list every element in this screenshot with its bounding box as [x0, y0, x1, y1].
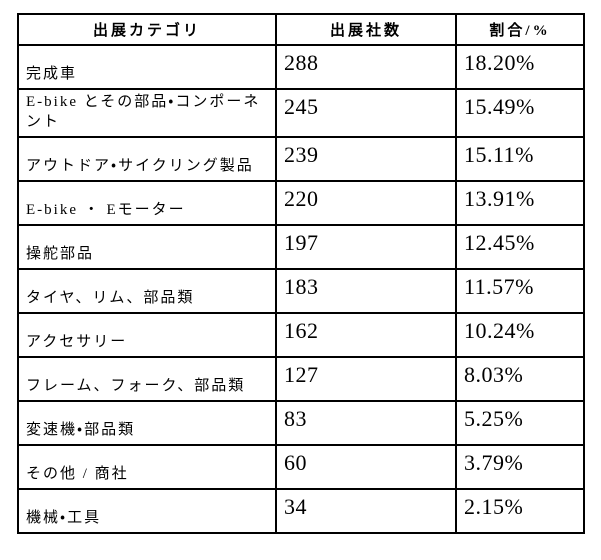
- percent-cell: 8.03%: [455, 356, 585, 402]
- count-cell: 162: [275, 312, 457, 358]
- table-row: 完成車 288 18.20%: [17, 44, 585, 90]
- exhibitor-category-table: 出展カテゴリ 出展社数 割合/% 完成車 288 18.20% E-bike と…: [17, 13, 585, 534]
- percent-cell: 15.11%: [455, 136, 585, 182]
- count-cell: 83: [275, 400, 457, 446]
- category-cell: 変速機・部品類: [17, 400, 277, 446]
- percent-cell: 11.57%: [455, 268, 585, 314]
- table-row: E-bike ・ Eモーター 220 13.91%: [17, 180, 585, 226]
- table-row: アウトドア・サイクリング製品 239 15.11%: [17, 136, 585, 182]
- percent-cell: 15.49%: [455, 88, 585, 138]
- table-row: 変速機・部品類 83 5.25%: [17, 400, 585, 446]
- table-row: その他 / 商社 60 3.79%: [17, 444, 585, 490]
- category-cell: 機械・工具: [17, 488, 277, 534]
- category-cell: 操舵部品: [17, 224, 277, 270]
- category-cell: フレーム、フォーク、部品類: [17, 356, 277, 402]
- count-cell: 245: [275, 88, 457, 138]
- percent-cell: 13.91%: [455, 180, 585, 226]
- category-cell: その他 / 商社: [17, 444, 277, 490]
- percent-cell: 2.15%: [455, 488, 585, 534]
- header-count: 出展社数: [275, 13, 457, 46]
- table-row: 機械・工具 34 2.15%: [17, 488, 585, 534]
- count-cell: 34: [275, 488, 457, 534]
- category-cell: 完成車: [17, 44, 277, 90]
- table-header-row: 出展カテゴリ 出展社数 割合/%: [17, 13, 585, 46]
- table-row: アクセサリー 162 10.24%: [17, 312, 585, 358]
- table-row: 操舵部品 197 12.45%: [17, 224, 585, 270]
- count-cell: 127: [275, 356, 457, 402]
- count-cell: 288: [275, 44, 457, 90]
- category-cell: E-bike ・ Eモーター: [17, 180, 277, 226]
- table-row: フレーム、フォーク、部品類 127 8.03%: [17, 356, 585, 402]
- percent-cell: 18.20%: [455, 44, 585, 90]
- count-cell: 220: [275, 180, 457, 226]
- category-cell: アウトドア・サイクリング製品: [17, 136, 277, 182]
- category-cell: タイヤ、リム、部品類: [17, 268, 277, 314]
- count-cell: 239: [275, 136, 457, 182]
- percent-cell: 10.24%: [455, 312, 585, 358]
- count-cell: 60: [275, 444, 457, 490]
- percent-cell: 5.25%: [455, 400, 585, 446]
- category-cell: E-bike とその部品・コンポーネント: [17, 88, 277, 138]
- header-percentage: 割合/%: [455, 13, 585, 46]
- count-cell: 197: [275, 224, 457, 270]
- header-category: 出展カテゴリ: [17, 13, 277, 46]
- percent-cell: 3.79%: [455, 444, 585, 490]
- category-cell: アクセサリー: [17, 312, 277, 358]
- count-cell: 183: [275, 268, 457, 314]
- percent-cell: 12.45%: [455, 224, 585, 270]
- table-row: E-bike とその部品・コンポーネント 245 15.49%: [17, 88, 585, 138]
- table-row: タイヤ、リム、部品類 183 11.57%: [17, 268, 585, 314]
